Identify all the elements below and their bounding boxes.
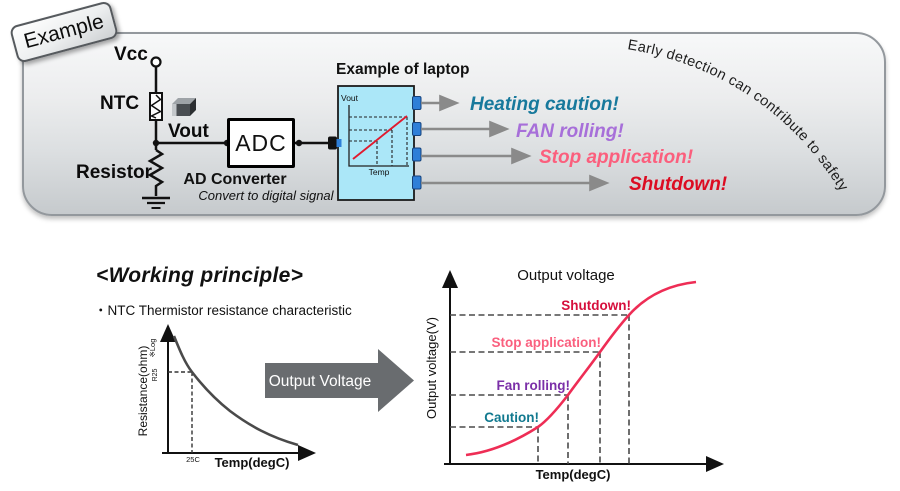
resistance-chart: Resistance(ohm) ※Log R25 25C Temp(degC)	[136, 324, 316, 470]
r25-tick: R25	[152, 368, 159, 381]
voltage-chart-title: Output voltage	[517, 267, 615, 284]
resistance-x-axis-label: Temp(degC)	[215, 455, 290, 470]
laptop-block: Vout Temp	[328, 85, 422, 201]
laptop-input-connector	[328, 136, 337, 150]
alert-fan-rolling: FAN rolling!	[516, 121, 624, 142]
alert-arrows	[421, 94, 610, 192]
voltage-x-axis-label: Temp(degC)	[536, 467, 611, 482]
working-principle-heading: <Working principle>	[96, 264, 304, 287]
resistor-symbol	[147, 148, 165, 196]
alert-heating-caution: Heating caution!	[470, 94, 619, 115]
output-voltage-curve	[465, 280, 697, 457]
adc-output-dot	[295, 139, 303, 147]
circuit-wires	[142, 66, 330, 209]
threshold-shutdown: Shutdown!	[561, 298, 631, 313]
ad-converter-label: AD Converter	[183, 171, 287, 188]
resistance-curve	[172, 335, 299, 447]
mini-chart-x-label: Temp	[369, 167, 390, 177]
mini-chart-line	[352, 115, 408, 160]
threshold-stop-application: Stop application!	[492, 335, 602, 350]
threshold-fan-rolling: Fan rolling!	[497, 378, 571, 393]
vcc-label: Vcc	[114, 44, 148, 65]
example-panel	[22, 32, 886, 216]
vout-label: Vout	[168, 121, 209, 142]
mini-chart-y-label: Vout	[341, 93, 359, 103]
resistor-label: Resistor	[76, 162, 153, 183]
alert-stop-application: Stop application!	[539, 147, 693, 168]
tick-25c: 25C	[186, 455, 200, 464]
output-voltage-chart: Output voltage Output voltage(V) Temp(de…	[424, 267, 724, 482]
alert-shutdown: Shutdown!	[629, 174, 727, 195]
resistance-y-axis-label: Resistance(ohm)	[136, 346, 150, 437]
adc-box: ADC	[227, 118, 295, 168]
output-voltage-arrow-label: Output Voltage	[269, 373, 372, 390]
adc-label: ADC	[235, 129, 287, 156]
junction-dot	[152, 139, 160, 147]
threshold-caution: Caution!	[484, 410, 539, 425]
ntc-label: NTC	[100, 93, 140, 114]
ntc-thermistor-symbol	[149, 92, 163, 121]
vcc-terminal	[150, 56, 162, 68]
log-scale-note: ※Log	[148, 339, 157, 358]
chip-icon	[172, 98, 196, 116]
laptop-title: Example of laptop	[336, 61, 470, 78]
ad-converter-note: Convert to digital signal	[198, 188, 334, 203]
voltage-y-axis-label: Output voltage(V)	[424, 317, 439, 419]
curved-safety-note: Early detection can contribute to safety	[626, 37, 851, 195]
laptop-mini-chart	[348, 105, 409, 167]
output-voltage-arrow: Output Voltage	[265, 349, 414, 412]
ntc-characteristic-bullet: ・NTC Thermistor resistance characteristi…	[94, 303, 352, 318]
